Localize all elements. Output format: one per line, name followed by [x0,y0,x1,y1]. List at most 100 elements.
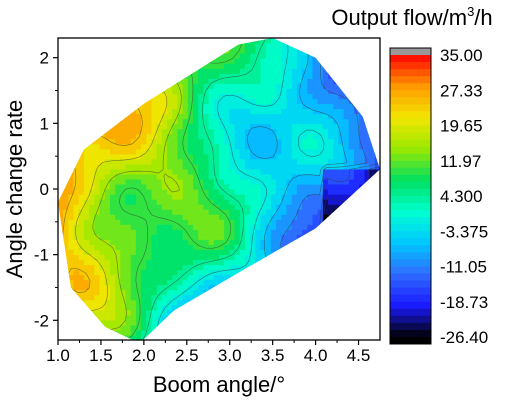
contour-cell [83,209,90,215]
contour-cell [224,43,230,49]
contour-cell [348,143,355,150]
contour-cell [208,279,215,286]
contour-cell [333,143,340,150]
contour-cell [224,93,230,99]
contour-cell [322,183,329,190]
contour-cell [89,98,95,105]
contour-cell [354,153,360,160]
contour-cell [219,204,225,210]
contour-cell [68,83,75,89]
contour-cell [343,38,350,44]
contour-cell [213,199,220,205]
contour-cell [322,289,329,296]
contour-cell [68,229,75,235]
contour-cell [135,48,142,54]
contour-cell [141,199,147,205]
contour-cell [369,304,376,311]
contour-cell [265,43,272,49]
contour-cell [338,249,345,256]
contour-cell [130,53,137,59]
contour-cell [296,113,303,120]
contour-cell [265,118,272,125]
colorbar-band [390,188,431,197]
contour-cell [120,63,127,69]
contour-cell [193,113,199,120]
contour-cell [369,138,376,145]
contour-cell [156,123,163,130]
contour-cell [328,68,334,74]
contour-cell [219,103,225,110]
contour-cell [312,274,319,281]
contour-cell [182,259,189,266]
contour-cell [125,279,132,286]
contour-cell [115,289,121,296]
contour-cell [291,239,298,245]
contour-cell [208,183,215,190]
contour-cell [172,163,179,170]
contour-cell [296,53,303,59]
contour-cell [193,58,199,64]
colorbar-band [390,125,431,134]
contour-cell [348,93,355,99]
contour-cell [276,73,282,79]
contour-cell [338,324,345,331]
contour-cell [99,284,106,291]
contour-cell [203,133,210,140]
contour-cell [156,163,163,170]
contour-cell [219,108,225,115]
contour-cell [322,194,329,200]
contour-cell [296,244,303,250]
contour-cell [94,73,101,79]
contour-cell [338,309,345,316]
contour-cell [83,138,90,145]
contour-cell [333,133,340,140]
contour-cell [229,299,236,306]
contour-cell [364,284,371,291]
contour-cell [78,244,85,250]
contour-cell [78,173,85,180]
contour-cell [151,259,158,266]
contour-cell [270,234,277,240]
contour-cell [219,224,225,230]
contour-cell [369,53,376,59]
contour-cell [130,329,137,336]
contour-cell [354,133,360,140]
contour-cell [229,78,236,84]
contour-cell [281,259,288,266]
contour-cell [78,108,85,115]
contour-cell [156,88,163,94]
contour-cell [317,108,324,115]
contour-cell [187,264,194,271]
contour-cell [369,279,376,286]
contour-cell [213,279,220,286]
contour-cell [354,143,360,150]
contour-cell [208,239,215,245]
contour-cell [203,329,210,336]
contour-cell [291,294,298,301]
contour-cell [83,163,90,170]
contour-cell [239,108,246,115]
contour-cell [120,274,127,281]
contour-cell [348,234,355,240]
contour-cell [78,168,85,175]
contour-cell [250,178,256,185]
contour-cell [193,224,199,230]
y-axis-label: Angle change rate [2,100,27,279]
contour-cell [224,219,230,225]
contour-cell [364,254,371,261]
contour-cell [224,234,230,240]
contour-cell [193,53,199,59]
contour-cell [177,98,184,105]
contour-cell [203,254,210,261]
contour-cell [239,53,246,59]
contour-cell [151,319,158,326]
contour-cell [286,93,293,99]
contour-cell [302,183,308,190]
contour-cell [83,78,90,84]
contour-cell [172,249,179,256]
contour-cell [130,108,137,115]
contour-cell [146,173,153,180]
contour-cell [193,289,199,296]
contour-cell [203,299,210,306]
contour-cell [354,234,360,240]
